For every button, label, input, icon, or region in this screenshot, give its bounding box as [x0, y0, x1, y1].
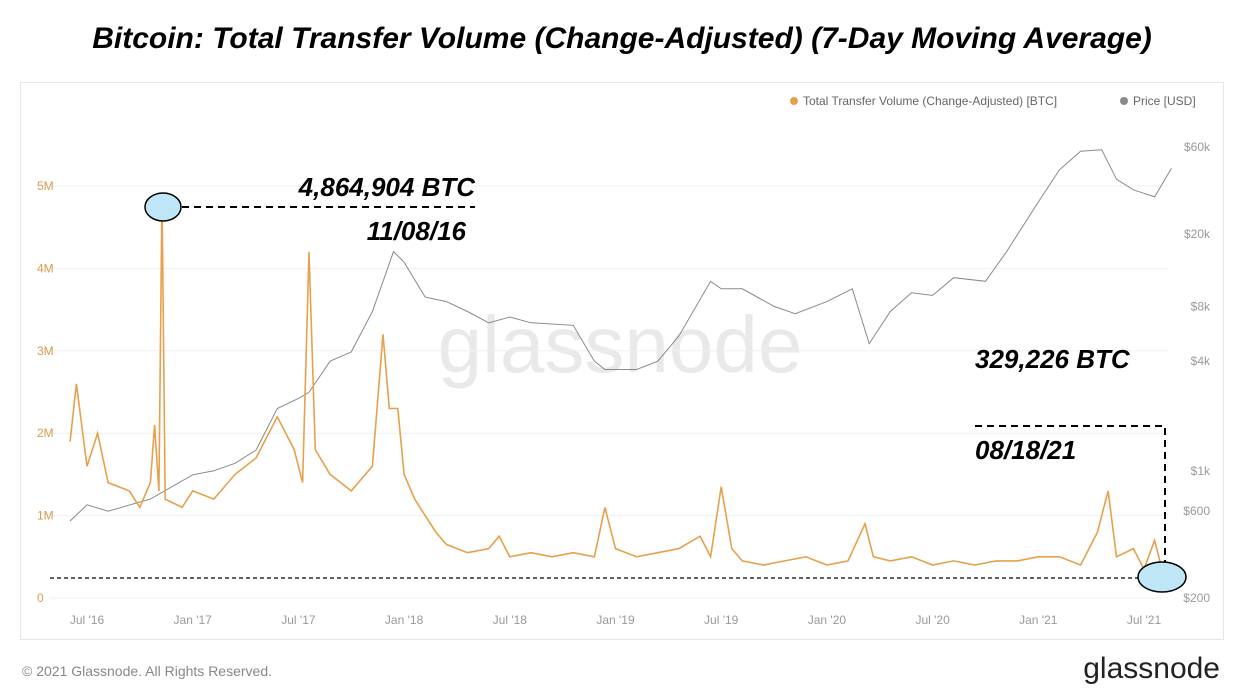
- x-tick: Jan '17: [174, 613, 213, 627]
- y-right-tick: $60k: [1184, 140, 1211, 154]
- legend-price[interactable]: Price [USD]: [1133, 94, 1196, 108]
- x-tick: Jul '16: [70, 613, 105, 627]
- brand-logo: glassnode: [1083, 652, 1220, 685]
- legend-volume[interactable]: Total Transfer Volume (Change-Adjusted) …: [803, 94, 1057, 108]
- legend-volume-marker: [790, 97, 798, 105]
- y-right-tick: $4k: [1191, 354, 1211, 368]
- y-right-tick: $1k: [1191, 464, 1211, 478]
- legend-price-marker: [1120, 97, 1128, 105]
- copyright: © 2021 Glassnode. All Rights Reserved.: [22, 663, 273, 679]
- volume-line: [69, 197, 1172, 572]
- annotation-latest: 329,226 BTC 08/18/21: [50, 344, 1187, 593]
- x-tick: Jul '19: [704, 613, 739, 627]
- peak-value: 4,864,904 BTC: [298, 172, 477, 202]
- latest-date: 08/18/21: [975, 435, 1076, 465]
- chart-frame: [20, 82, 1224, 640]
- y-left-tick: 5M: [37, 179, 54, 193]
- x-tick: Jan '18: [385, 613, 424, 627]
- y-right-tick: $600: [1183, 504, 1210, 518]
- peak-date: 11/08/16: [367, 216, 467, 246]
- peak-marker: [144, 192, 182, 222]
- watermark: glassnode: [438, 300, 803, 389]
- latest-value: 329,226 BTC: [975, 344, 1131, 374]
- x-tick: Jul '18: [493, 613, 528, 627]
- chart-title: Bitcoin: Total Transfer Volume (Change-A…: [92, 22, 1152, 55]
- y-right-tick: $20k: [1184, 227, 1211, 241]
- x-tick: Jan '20: [808, 613, 847, 627]
- annotation-peak: 4,864,904 BTC 11/08/16: [144, 172, 477, 246]
- y-left-tick: 2M: [37, 426, 54, 440]
- latest-marker: [1137, 561, 1187, 593]
- y-right-tick: $8k: [1191, 299, 1211, 313]
- legend: Total Transfer Volume (Change-Adjusted) …: [790, 94, 1196, 108]
- y-left-tick: 4M: [37, 261, 54, 275]
- y-right-tick: $200: [1183, 591, 1210, 605]
- x-tick: Jan '19: [596, 613, 635, 627]
- x-tick: Jul '17: [281, 613, 316, 627]
- x-tick: Jul '20: [915, 613, 950, 627]
- price-line: [69, 149, 1172, 522]
- x-tick: Jul '21: [1127, 613, 1162, 627]
- x-tick: Jan '21: [1019, 613, 1058, 627]
- y-left-tick: 0: [37, 591, 44, 605]
- y-left-tick: 1M: [37, 509, 54, 523]
- y-left-tick: 3M: [37, 344, 54, 358]
